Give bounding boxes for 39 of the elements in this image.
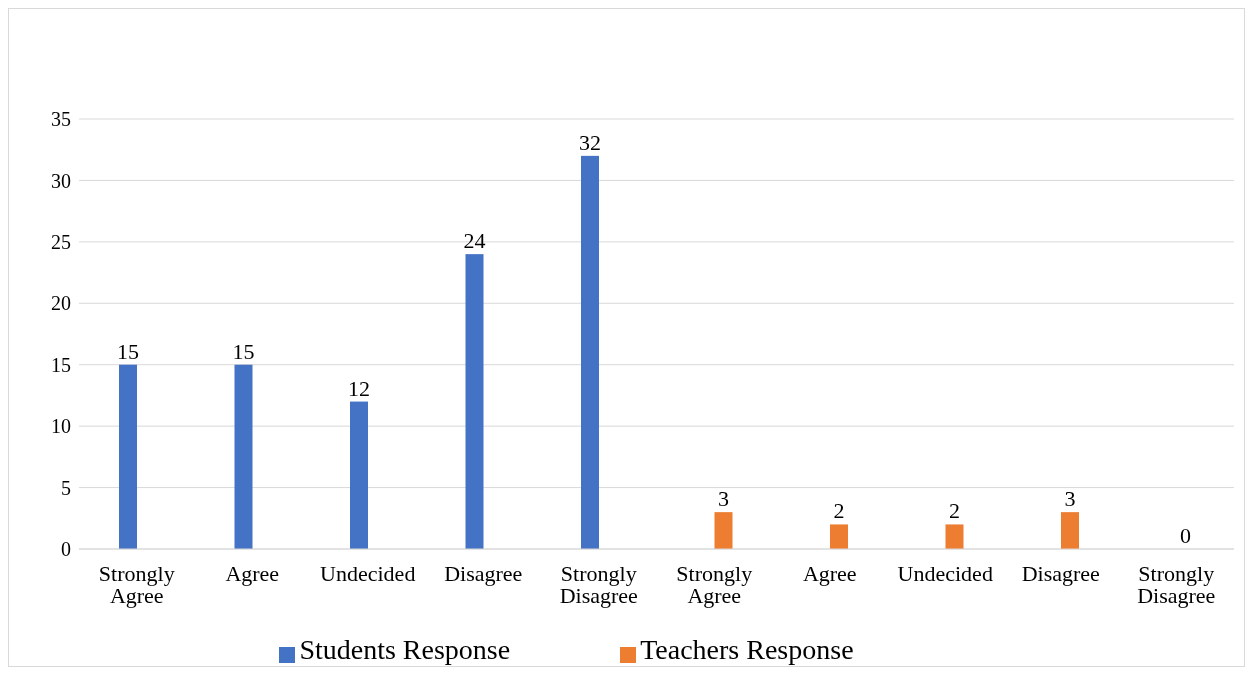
bar: [945, 524, 964, 549]
bar: [350, 401, 368, 549]
bar: [714, 512, 733, 549]
data-label: 15: [232, 338, 255, 364]
bar: [119, 364, 137, 549]
y-tick-label: 35: [51, 108, 71, 131]
y-tick-label: 25: [51, 230, 71, 253]
data-label: 2: [833, 498, 845, 524]
data-label: 3: [718, 486, 729, 512]
data-label: 15: [117, 338, 139, 364]
bar: [581, 155, 599, 549]
data-label: 12: [348, 375, 370, 401]
legend-label: Teachers Response: [640, 634, 854, 665]
bar: [830, 524, 848, 549]
bar: [234, 364, 253, 549]
bar: [1061, 512, 1079, 549]
y-tick-label: 10: [51, 415, 71, 438]
x-tick-label: Strongly Disagree: [559, 560, 638, 608]
x-tick-label: Strongly Disagree: [1137, 560, 1216, 608]
y-tick-label: 30: [51, 169, 71, 192]
y-tick-label: 5: [61, 476, 71, 499]
x-tick-label: Agree: [225, 560, 280, 586]
data-label: 0: [1180, 523, 1191, 548]
data-label: 24: [463, 228, 486, 254]
legend-label: Students Response: [299, 634, 511, 665]
bar: [465, 254, 484, 549]
x-tick-label: Disagree: [444, 560, 523, 586]
data-label: 2: [949, 498, 960, 524]
y-tick-label: 15: [51, 353, 71, 376]
y-tick-label: 0: [61, 538, 71, 561]
x-tick-label: Disagree: [1021, 560, 1100, 586]
data-label: 3: [1064, 486, 1076, 512]
x-tick-label: Agree: [802, 560, 857, 586]
x-tick-label: Strongly Agree: [98, 560, 175, 608]
y-tick-label: 20: [51, 292, 71, 315]
x-tick-label: Undecided: [320, 560, 416, 586]
x-tick-label: Strongly Agree: [676, 560, 753, 608]
x-tick-label: Undecided: [897, 560, 993, 586]
data-label: 32: [579, 129, 601, 155]
